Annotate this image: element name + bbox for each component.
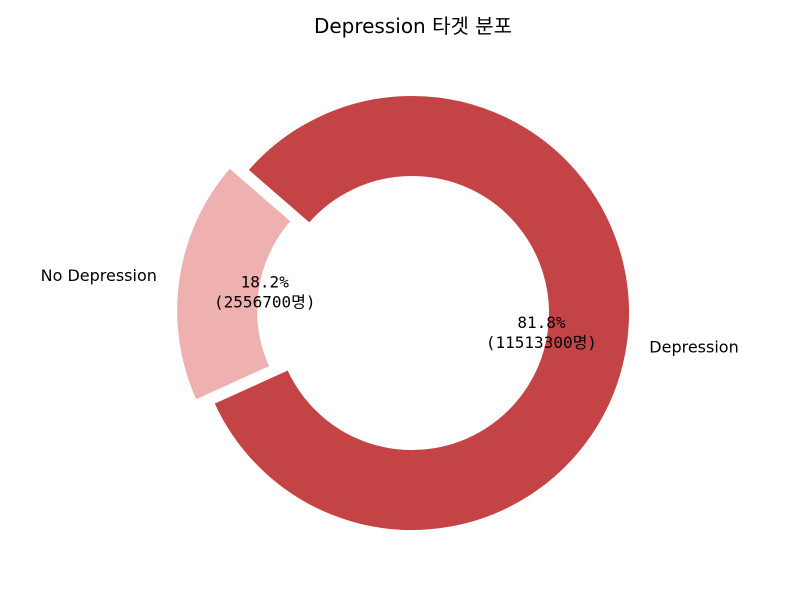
percent-label: 18.2% bbox=[241, 273, 290, 292]
slice-depression bbox=[212, 94, 631, 532]
percent-label: 81.8% bbox=[517, 313, 566, 332]
slice-no-depression bbox=[175, 165, 293, 402]
count-label: (2556700명) bbox=[214, 293, 315, 312]
category-label-no-depression: No Depression bbox=[41, 266, 157, 285]
value-label-depression: 81.8% (11513300명) bbox=[486, 313, 597, 352]
category-label-depression: Depression bbox=[649, 338, 738, 357]
value-label-no-depression: 18.2% (2556700명) bbox=[214, 273, 315, 312]
count-label: (11513300명) bbox=[486, 333, 597, 352]
labels-group: No Depression 18.2% (2556700명) Depression 81… bbox=[41, 266, 739, 357]
chart-title: Depression 타겟 분포 bbox=[314, 14, 512, 38]
slices-group bbox=[175, 94, 631, 532]
